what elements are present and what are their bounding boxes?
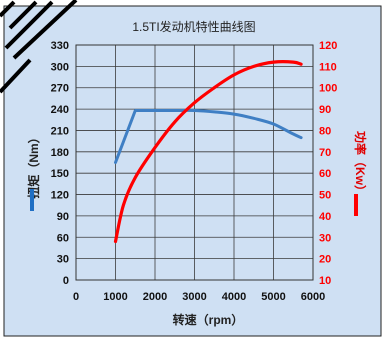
x-tick-label: 1000 bbox=[103, 291, 127, 303]
y-right-tick-label: 90 bbox=[319, 104, 331, 116]
y-right-tick-label: 20 bbox=[319, 254, 331, 266]
y-left-tick-label: 270 bbox=[51, 83, 69, 95]
x-tick-label: 6000 bbox=[301, 291, 325, 303]
corner-slash-marks bbox=[0, 0, 78, 94]
y-left-tick-label: 180 bbox=[51, 147, 69, 159]
x-tick-label: 2000 bbox=[143, 291, 167, 303]
y-right-tick-label: 110 bbox=[319, 61, 337, 73]
power-series-line bbox=[113, 60, 303, 244]
y-right-tick-label: 80 bbox=[319, 125, 331, 137]
y-right-tick-label: 10 bbox=[319, 275, 331, 287]
y-right-tick-label: 100 bbox=[319, 83, 337, 95]
x-tick-label: 4000 bbox=[222, 291, 246, 303]
x-tick-label: 5000 bbox=[261, 291, 285, 303]
x-axis-title: 转速（rpm） bbox=[173, 312, 244, 327]
y-left-axis-title: 扭矩（Nm） bbox=[26, 131, 41, 198]
y-right-tick-label: 60 bbox=[319, 168, 331, 180]
plot-area-frame bbox=[75, 44, 314, 281]
y-right-axis-title: 功率（Kw） bbox=[353, 131, 368, 197]
x-tick-label: 3000 bbox=[182, 291, 206, 303]
chart-title: 1.5TI发动机特性曲线图 bbox=[132, 19, 255, 34]
torque-series-line bbox=[114, 108, 303, 164]
y-right-tick-label: 40 bbox=[319, 211, 331, 223]
chart-panel-background bbox=[3, 5, 382, 337]
y-right-tick-label: 30 bbox=[319, 232, 331, 244]
x-tick-label: 0 bbox=[73, 291, 79, 303]
y-left-tick-label: 210 bbox=[51, 125, 69, 137]
y-left-tick-label: 120 bbox=[51, 190, 69, 202]
y-left-tick-label: 330 bbox=[51, 40, 69, 52]
y-left-tick-label: 240 bbox=[51, 104, 69, 116]
y-right-tick-label: 120 bbox=[319, 40, 337, 52]
y-left-tick-label: 150 bbox=[51, 168, 69, 180]
y-left-tick-label: 300 bbox=[51, 61, 69, 73]
y-left-tick-label: 60 bbox=[57, 232, 69, 244]
y-right-tick-label: 50 bbox=[319, 190, 331, 202]
series-layer bbox=[113, 60, 303, 244]
y-left-tick-label: 0 bbox=[63, 275, 69, 287]
tick-labels: 0 1000 2000 3000 4000 5000 6000 0 30 60 90 120 150 18… bbox=[51, 40, 338, 303]
y-left-tick-label: 30 bbox=[57, 254, 69, 266]
y-right-tick-label: 70 bbox=[319, 147, 331, 159]
y-left-tick-label: 90 bbox=[57, 211, 69, 223]
